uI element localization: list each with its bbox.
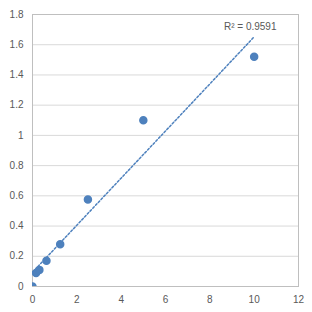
- svg-text:0: 0: [18, 281, 24, 292]
- svg-text:10: 10: [249, 294, 261, 305]
- svg-text:0.4: 0.4: [10, 220, 24, 231]
- svg-text:2: 2: [74, 294, 80, 305]
- svg-text:12: 12: [293, 294, 305, 305]
- svg-text:0: 0: [30, 294, 36, 305]
- svg-text:1.8: 1.8: [10, 9, 24, 20]
- svg-text:0.8: 0.8: [10, 160, 24, 171]
- svg-text:6: 6: [163, 294, 169, 305]
- svg-text:8: 8: [207, 294, 213, 305]
- svg-text:1: 1: [18, 130, 24, 141]
- svg-text:1.4: 1.4: [10, 69, 24, 80]
- svg-text:4: 4: [118, 294, 124, 305]
- svg-text:1.2: 1.2: [10, 99, 24, 110]
- svg-text:R² = 0.9591: R² = 0.9591: [224, 21, 277, 32]
- svg-text:0.6: 0.6: [10, 190, 24, 201]
- svg-text:1.6: 1.6: [10, 39, 24, 50]
- svg-text:0.2: 0.2: [10, 250, 24, 261]
